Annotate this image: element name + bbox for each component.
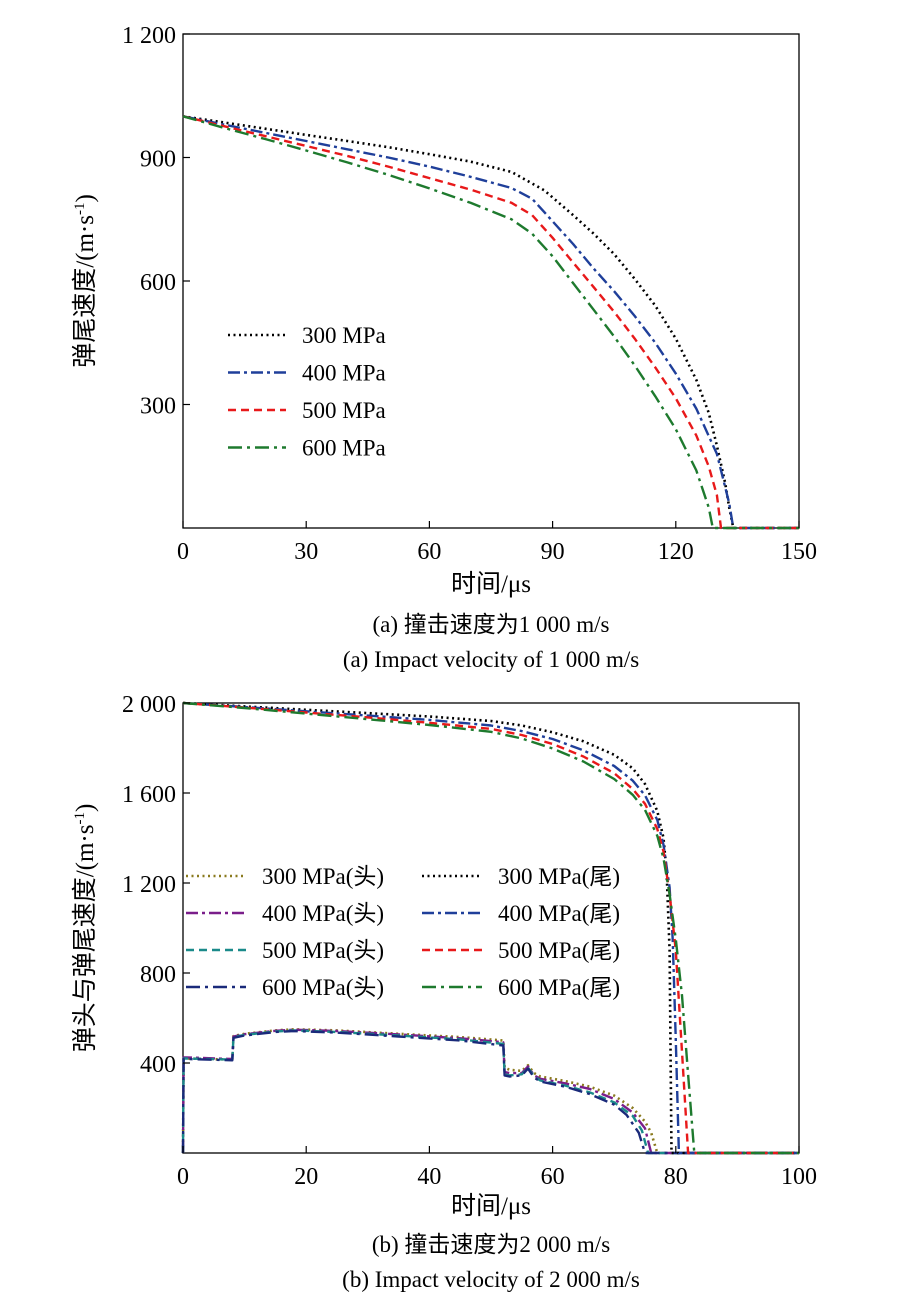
panel-a-y-tick-label: 300 <box>140 394 176 420</box>
panel-a-series-layer <box>182 115 799 530</box>
panel-b-caption-en: (b) Impact velocity of 2 000 m/s <box>342 1267 640 1292</box>
panel-b-y-tick-label: 1 600 <box>122 782 176 808</box>
panel-a-tick-layer: 0 30 60 90 120 150 300 600 900 1 200 <box>122 23 817 565</box>
panel-b-x-tick-label: 80 <box>664 1164 688 1190</box>
panel-a-legend: 300 MPa 400 MPa 500 MPa 600 MPa <box>228 323 386 461</box>
panel-b-series-line-600mpa-尾- <box>182 701 799 1155</box>
panel-a-x-tick-label: 120 <box>658 539 694 565</box>
panel-a-legend-label: 600 MPa <box>302 436 386 461</box>
panel-b-x-tick-label: 0 <box>177 1164 189 1190</box>
panel-a-y-axis-label: 弹尾速度/(m·s-1) <box>71 194 99 368</box>
panel-a-series-line-300mpa <box>182 115 799 530</box>
panel-b-series-line-500mpa-尾- <box>182 701 799 1155</box>
panel-a-x-tick-label: 90 <box>541 539 565 565</box>
panel-a-y-tick-label: 600 <box>140 270 176 296</box>
panel-a-legend-label: 300 MPa <box>302 323 386 348</box>
panel-b-y-tick-label: 400 <box>140 1052 176 1078</box>
panel-b-plot-frame <box>182 702 800 1154</box>
panel-a-caption-zh: (a) 撞击速度为1 000 m/s <box>372 612 609 637</box>
panel-b-chart: 0 20 40 60 80 100 400 800 1 200 1 600 2 000 300 MP… <box>71 692 817 1292</box>
panel-b-series-line-400mpa-头- <box>181 1028 799 1155</box>
panel-b-caption-zh: (b) 撞击速度为2 000 m/s <box>372 1232 610 1257</box>
panel-b-legend-label: 600 MPa(头) <box>262 975 384 1000</box>
panel-b-legend-label: 400 MPa(头) <box>262 901 384 926</box>
panel-a-series-line-600mpa <box>182 115 799 530</box>
panel-a-x-axis-label: 时间/μs <box>451 570 531 598</box>
panel-a-legend-label: 400 MPa <box>302 361 386 386</box>
panel-b-legend-label: 400 MPa(尾) <box>498 901 620 926</box>
panel-a-plot-frame <box>182 33 800 529</box>
panel-a-series-line-500mpa <box>182 115 799 530</box>
panel-b-legend-label: 500 MPa(尾) <box>498 938 620 963</box>
panel-b-y-tick-label: 1 200 <box>122 872 176 898</box>
panel-b-legend-label: 600 MPa(尾) <box>498 975 620 1000</box>
panel-a-y-tick-label: 900 <box>140 147 176 173</box>
panel-b-series-line-500mpa-头- <box>181 1029 799 1155</box>
panel-b-tick-layer: 0 20 40 60 80 100 400 800 1 200 1 600 2 000 <box>122 692 817 1190</box>
panel-b-series-line-600mpa-头- <box>181 1029 799 1155</box>
panel-a-x-tick-label: 150 <box>781 539 817 565</box>
panel-b-series-line-400mpa-尾- <box>182 701 799 1155</box>
panel-a-x-tick-label: 0 <box>177 539 189 565</box>
panel-b-x-axis-label: 时间/μs <box>451 1192 531 1220</box>
panel-b-series-line-300mpa-头- <box>181 1028 799 1155</box>
panel-a-x-tick-label: 60 <box>417 539 441 565</box>
panel-a-series-line-400mpa <box>182 115 799 530</box>
panel-b-series-layer <box>181 701 799 1155</box>
panel-a-caption-en: (a) Impact velocity of 1 000 m/s <box>343 647 639 672</box>
panel-a-legend-label: 500 MPa <box>302 398 386 423</box>
panel-b-y-tick-label: 2 000 <box>122 692 176 718</box>
panel-a-y-tick-label: 1 200 <box>122 23 176 49</box>
panel-b-x-tick-label: 100 <box>781 1164 817 1190</box>
panel-b-y-axis-label: 弹头与弹尾速度/(m·s-1) <box>71 804 99 1053</box>
panel-b-y-tick-label: 800 <box>140 962 176 988</box>
panel-b-legend-label: 500 MPa(头) <box>262 938 384 963</box>
panel-b-legend-label: 300 MPa(尾) <box>498 864 620 889</box>
panel-a-x-tick-label: 30 <box>294 539 318 565</box>
panel-b-series-line-300mpa-尾- <box>182 701 799 1155</box>
panel-b-x-tick-label: 60 <box>541 1164 565 1190</box>
panel-b-x-tick-label: 40 <box>417 1164 441 1190</box>
panel-a-chart: 0 30 60 90 120 150 300 600 900 1 200 300 MPa 400 M… <box>71 23 817 672</box>
panel-b-legend: 300 MPa(头) 400 MPa(头) 500 MPa(头) 600 MPa(头)… <box>186 864 620 1000</box>
panel-b-legend-label: 300 MPa(头) <box>262 864 384 889</box>
panel-b-x-tick-label: 20 <box>294 1164 318 1190</box>
